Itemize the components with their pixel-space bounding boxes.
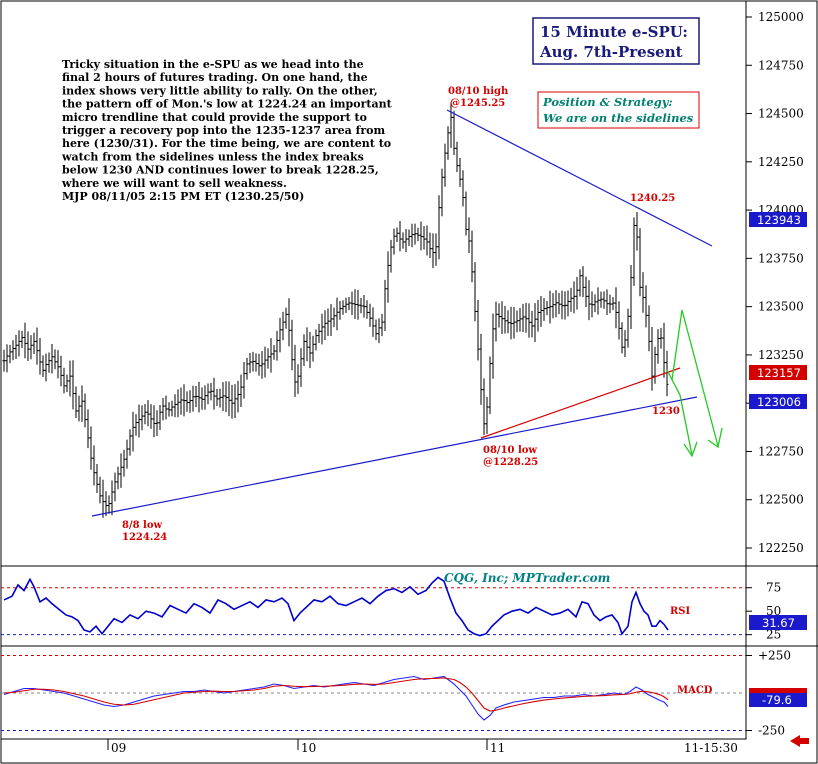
commentary-block: Tricky situation in the e-SPU as we head… xyxy=(61,58,393,203)
price-tick-label: 124750 xyxy=(758,58,804,72)
macd-panel: +250 -250 xyxy=(1,649,791,738)
time-tick-label: 11 xyxy=(490,741,505,755)
rsi-tick-label: 75 xyxy=(766,581,781,595)
commentary-line: watch from the sidelines unless the inde… xyxy=(61,150,364,163)
price-tag-123157: 123157 xyxy=(757,366,801,380)
time-axis: 09 10 11 xyxy=(107,739,505,755)
left-arrow-icon[interactable] xyxy=(790,735,809,747)
data-credit: CQG, Inc; MPTrader.com xyxy=(444,571,610,585)
price-tick-label: 123250 xyxy=(758,348,804,362)
price-tag-bg xyxy=(749,365,807,380)
commentary-line: index shows very little ability to rally… xyxy=(62,84,378,97)
strategy-heading: Position & Strategy: xyxy=(542,95,673,109)
commentary-line: where we will want to sell weakness. xyxy=(61,177,287,190)
annotation-0810-high: 08/10 high xyxy=(448,86,509,97)
annotation-0810-low-value: @1228.25 xyxy=(483,457,538,468)
price-tag-123006: 123006 xyxy=(757,395,801,409)
time-tag: 11-15:30 xyxy=(684,741,738,755)
upper-trendline xyxy=(446,109,713,247)
rsi-tick-label: 25 xyxy=(766,628,781,642)
strategy-box xyxy=(537,91,700,129)
annotation-0808-low: 8/8 low xyxy=(122,520,163,531)
down-arrow-head xyxy=(683,441,698,458)
price-tick-label: 122500 xyxy=(758,493,804,507)
price-tags: 123943 123157 123006 xyxy=(749,212,807,409)
macd-value-tag: -79.6 xyxy=(762,693,792,707)
commentary-line: the pattern off of Mon.'s low at 1224.24… xyxy=(62,98,393,111)
price-tick-label: 123750 xyxy=(758,251,804,265)
macd-tag-bg xyxy=(749,693,807,707)
chart-title-line1: 15 Minute e-SPU: xyxy=(540,23,688,41)
annotation-1230: 1230 xyxy=(652,406,680,417)
macd-tick-label: -250 xyxy=(758,724,785,738)
annotation-0810-high-value: @1245.25 xyxy=(450,98,505,109)
chart-title-line2: Aug. 7th-Present xyxy=(539,43,683,61)
rsi-label: RSI xyxy=(670,606,691,617)
up-down-arrow-path xyxy=(671,309,719,447)
commentary-line: MJP 08/11/05 2:15 PM ET (1230.25/50) xyxy=(62,190,304,203)
up-down-arrow-head xyxy=(707,427,723,449)
scenario-arrows xyxy=(666,309,723,458)
price-tick-label: 124250 xyxy=(758,155,804,169)
rsi-panel: 75 50 25 xyxy=(1,576,781,642)
macd-tick-label: +250 xyxy=(758,649,791,663)
time-tick-label: 09 xyxy=(111,741,126,755)
price-tag-bg xyxy=(749,212,807,227)
price-tag-123943: 123943 xyxy=(757,213,801,227)
scroll-arrow-icon[interactable] xyxy=(790,735,809,747)
annotation-0808-low-value: 1224.24 xyxy=(122,532,167,543)
commentary-line: Tricky situation in the e-SPU as we head… xyxy=(62,58,364,71)
commentary-line: final 2 hours of futures trading. On one… xyxy=(62,71,368,84)
price-tag-bg xyxy=(749,394,807,409)
time-tick-label: 10 xyxy=(301,741,316,755)
strategy-text: We are on the sidelines xyxy=(543,111,694,125)
title-box xyxy=(532,17,700,65)
commentary-line: below 1230 AND continues lower to break … xyxy=(62,164,379,177)
macd-tag-bg-red xyxy=(749,688,807,693)
down-arrow-path xyxy=(666,369,693,456)
rsi-line xyxy=(3,576,669,637)
rsi-tag-bg xyxy=(749,615,807,630)
price-tick-label: 122750 xyxy=(758,444,804,458)
commentary-line: micro trendline that could provide the s… xyxy=(62,111,367,124)
price-tick-label: 124500 xyxy=(758,107,804,121)
price-tick-label: 125000 xyxy=(758,10,804,24)
annotation-0810-low: 08/10 low xyxy=(483,445,537,456)
annotation-1240: 1240.25 xyxy=(630,193,675,204)
macd-series-line xyxy=(3,677,669,712)
macd-label: MACD xyxy=(677,685,713,696)
lower-trendline xyxy=(91,396,698,517)
price-tick-label: 123500 xyxy=(758,300,804,314)
rsi-tick-label: 50 xyxy=(766,604,781,618)
micro-trendline xyxy=(480,367,681,439)
rsi-value-tag: 31.67 xyxy=(762,616,795,630)
price-tick-label: 122250 xyxy=(758,541,804,555)
commentary-line: here (1230/31). For the time being, we a… xyxy=(62,137,391,150)
commentary-line: trigger a recovery pop into the 1235-123… xyxy=(62,124,386,137)
price-bars xyxy=(2,102,669,518)
